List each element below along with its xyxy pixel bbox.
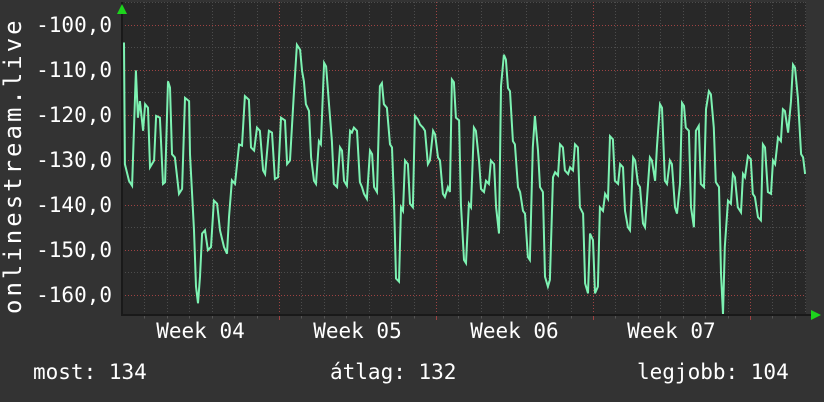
x-axis-label: Week 07 — [627, 319, 716, 343]
x-axis-label: Week 05 — [313, 319, 402, 343]
stat-legjobb: legjobb: 104 — [637, 360, 789, 384]
x-axis-label: Week 06 — [470, 319, 559, 343]
stat-atlag: átlag: 132 — [330, 360, 457, 384]
y-axis-arrow-icon — [117, 4, 127, 14]
y-axis-label: -100,0 — [36, 12, 112, 37]
y-axis-label: -130,0 — [36, 147, 112, 172]
y-axis-label: -150,0 — [36, 237, 112, 262]
x-axis-label: Week 04 — [156, 319, 245, 343]
plot-background — [122, 2, 806, 315]
data-line — [123, 41, 807, 315]
y-axis-label: -110,0 — [36, 57, 112, 82]
stat-most: most: 134 — [33, 360, 147, 384]
x-axis-arrow-icon — [811, 310, 821, 320]
y-axis-label: -120,0 — [36, 102, 112, 127]
y-axis-label: -140,0 — [36, 192, 112, 217]
y-axis-label: -160,0 — [36, 282, 112, 307]
